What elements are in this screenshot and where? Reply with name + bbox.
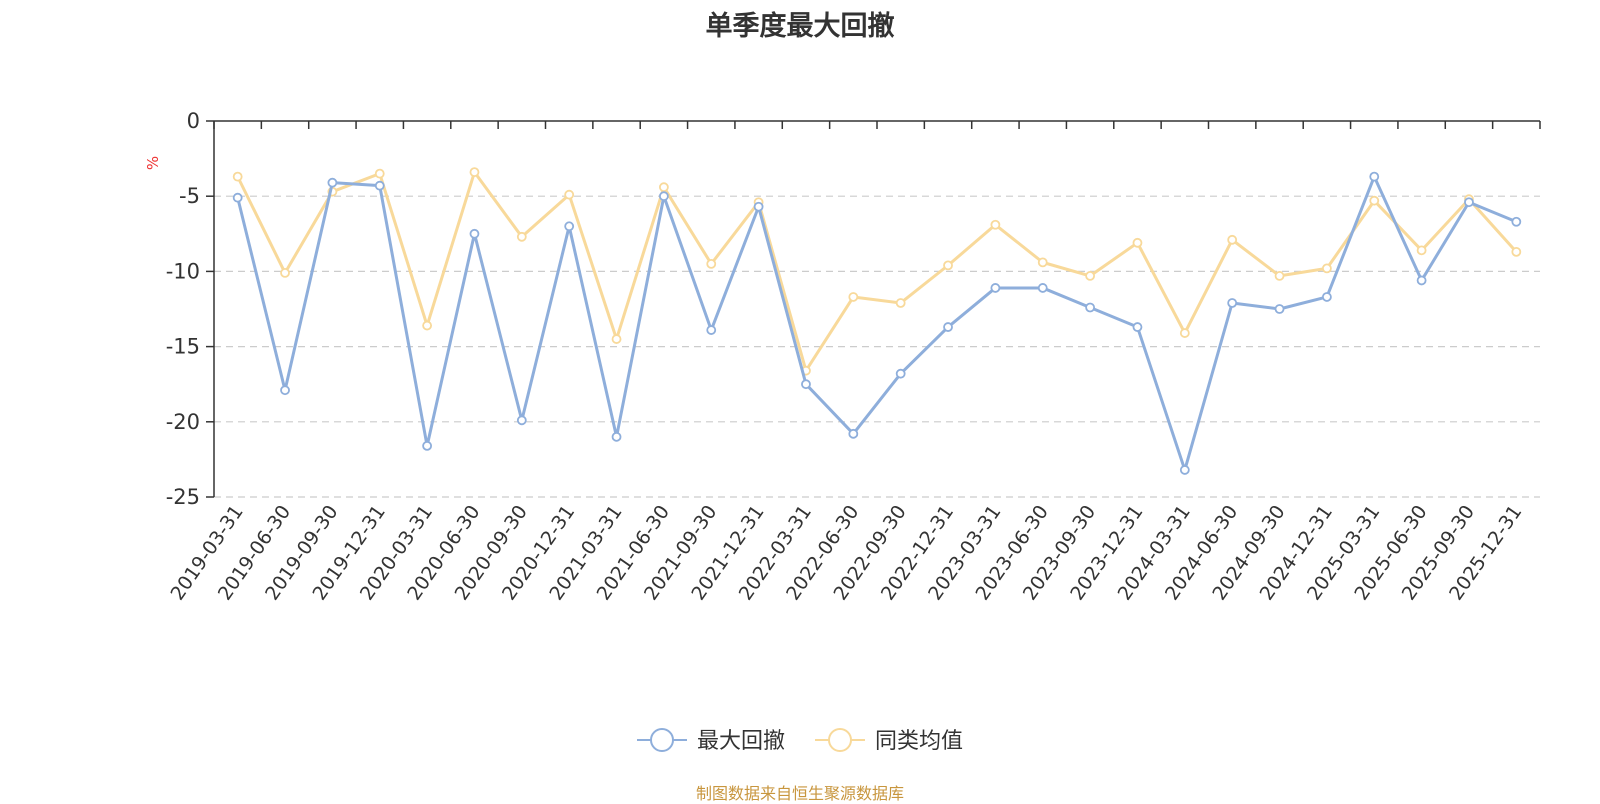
legend-label: 同类均值 bbox=[875, 729, 963, 754]
legend-item[interactable]: 同类均值 bbox=[815, 728, 963, 754]
gridlines bbox=[214, 195, 1540, 498]
data-point[interactable] bbox=[1416, 275, 1427, 286]
data-point[interactable] bbox=[943, 260, 953, 271]
data-point[interactable] bbox=[1274, 304, 1285, 314]
data-point[interactable] bbox=[1416, 245, 1427, 256]
data-point[interactable] bbox=[1037, 257, 1048, 268]
data-point[interactable] bbox=[943, 322, 953, 332]
data-point[interactable] bbox=[232, 171, 243, 182]
data-point[interactable] bbox=[516, 231, 527, 242]
data-point[interactable] bbox=[1511, 246, 1522, 257]
legend[interactable]: 最大回撤 同类均值 bbox=[637, 728, 963, 754]
data-point[interactable] bbox=[706, 325, 717, 335]
data-point[interactable] bbox=[374, 168, 385, 179]
data-point[interactable] bbox=[564, 221, 575, 232]
data-point[interactable] bbox=[895, 368, 906, 379]
y-axis-label: % bbox=[144, 156, 162, 170]
data-point[interactable] bbox=[422, 440, 433, 451]
y-tick-label: -5 bbox=[179, 184, 200, 208]
legend-item[interactable]: 最大回撤 bbox=[637, 728, 785, 754]
legend-marker-icon bbox=[650, 728, 674, 752]
data-point[interactable] bbox=[848, 292, 859, 302]
data-point[interactable] bbox=[658, 191, 669, 202]
data-point[interactable] bbox=[1274, 271, 1285, 281]
data-point[interactable] bbox=[1037, 283, 1048, 293]
data-point[interactable] bbox=[753, 201, 764, 212]
data-point[interactable] bbox=[1132, 322, 1143, 332]
data-point[interactable] bbox=[1369, 171, 1380, 182]
series-line bbox=[236, 175, 1517, 472]
source-note: 制图数据来自恒生聚源数据库 bbox=[695, 784, 904, 803]
data-point[interactable] bbox=[1227, 298, 1238, 308]
y-tick-label: 0 bbox=[187, 109, 200, 133]
data-point[interactable] bbox=[469, 228, 480, 239]
legend-marker-icon bbox=[828, 728, 852, 752]
data-point[interactable] bbox=[516, 415, 527, 426]
data-point[interactable] bbox=[280, 385, 290, 396]
data-point[interactable] bbox=[564, 189, 575, 200]
data-point[interactable] bbox=[801, 379, 811, 390]
data-point[interactable] bbox=[1321, 292, 1332, 302]
data-point[interactable] bbox=[1464, 197, 1474, 208]
y-tick-label: -20 bbox=[166, 410, 200, 434]
data-point[interactable] bbox=[848, 428, 859, 439]
data-point[interactable] bbox=[990, 219, 1001, 230]
legend-label: 最大回撤 bbox=[697, 729, 785, 754]
data-point[interactable] bbox=[422, 320, 433, 331]
y-tick-label: -15 bbox=[166, 335, 200, 359]
data-point[interactable] bbox=[706, 258, 717, 269]
data-point[interactable] bbox=[611, 431, 622, 442]
data-point[interactable] bbox=[1132, 237, 1143, 248]
data-point[interactable] bbox=[232, 192, 243, 203]
data-point[interactable] bbox=[895, 298, 906, 308]
data-point[interactable] bbox=[1179, 465, 1190, 475]
y-tick-label: -25 bbox=[166, 485, 200, 509]
data-point[interactable] bbox=[1227, 234, 1238, 245]
data-point[interactable] bbox=[990, 283, 1001, 293]
data-point[interactable] bbox=[1321, 263, 1332, 274]
data-point[interactable] bbox=[374, 180, 385, 191]
series-line bbox=[236, 170, 1518, 373]
y-tick-label: -10 bbox=[166, 259, 200, 283]
data-point[interactable] bbox=[469, 167, 480, 178]
data-point[interactable] bbox=[1085, 271, 1096, 281]
data-point[interactable] bbox=[1085, 302, 1096, 313]
chart-title: 单季度最大回撤 bbox=[705, 11, 895, 42]
data-point[interactable] bbox=[611, 334, 622, 344]
series-lines bbox=[232, 167, 1522, 475]
data-point[interactable] bbox=[1511, 216, 1522, 227]
data-point[interactable] bbox=[327, 177, 338, 188]
data-point[interactable] bbox=[280, 268, 290, 278]
data-point[interactable] bbox=[1369, 195, 1380, 206]
data-point[interactable] bbox=[1179, 328, 1190, 338]
data-point[interactable] bbox=[658, 182, 669, 193]
